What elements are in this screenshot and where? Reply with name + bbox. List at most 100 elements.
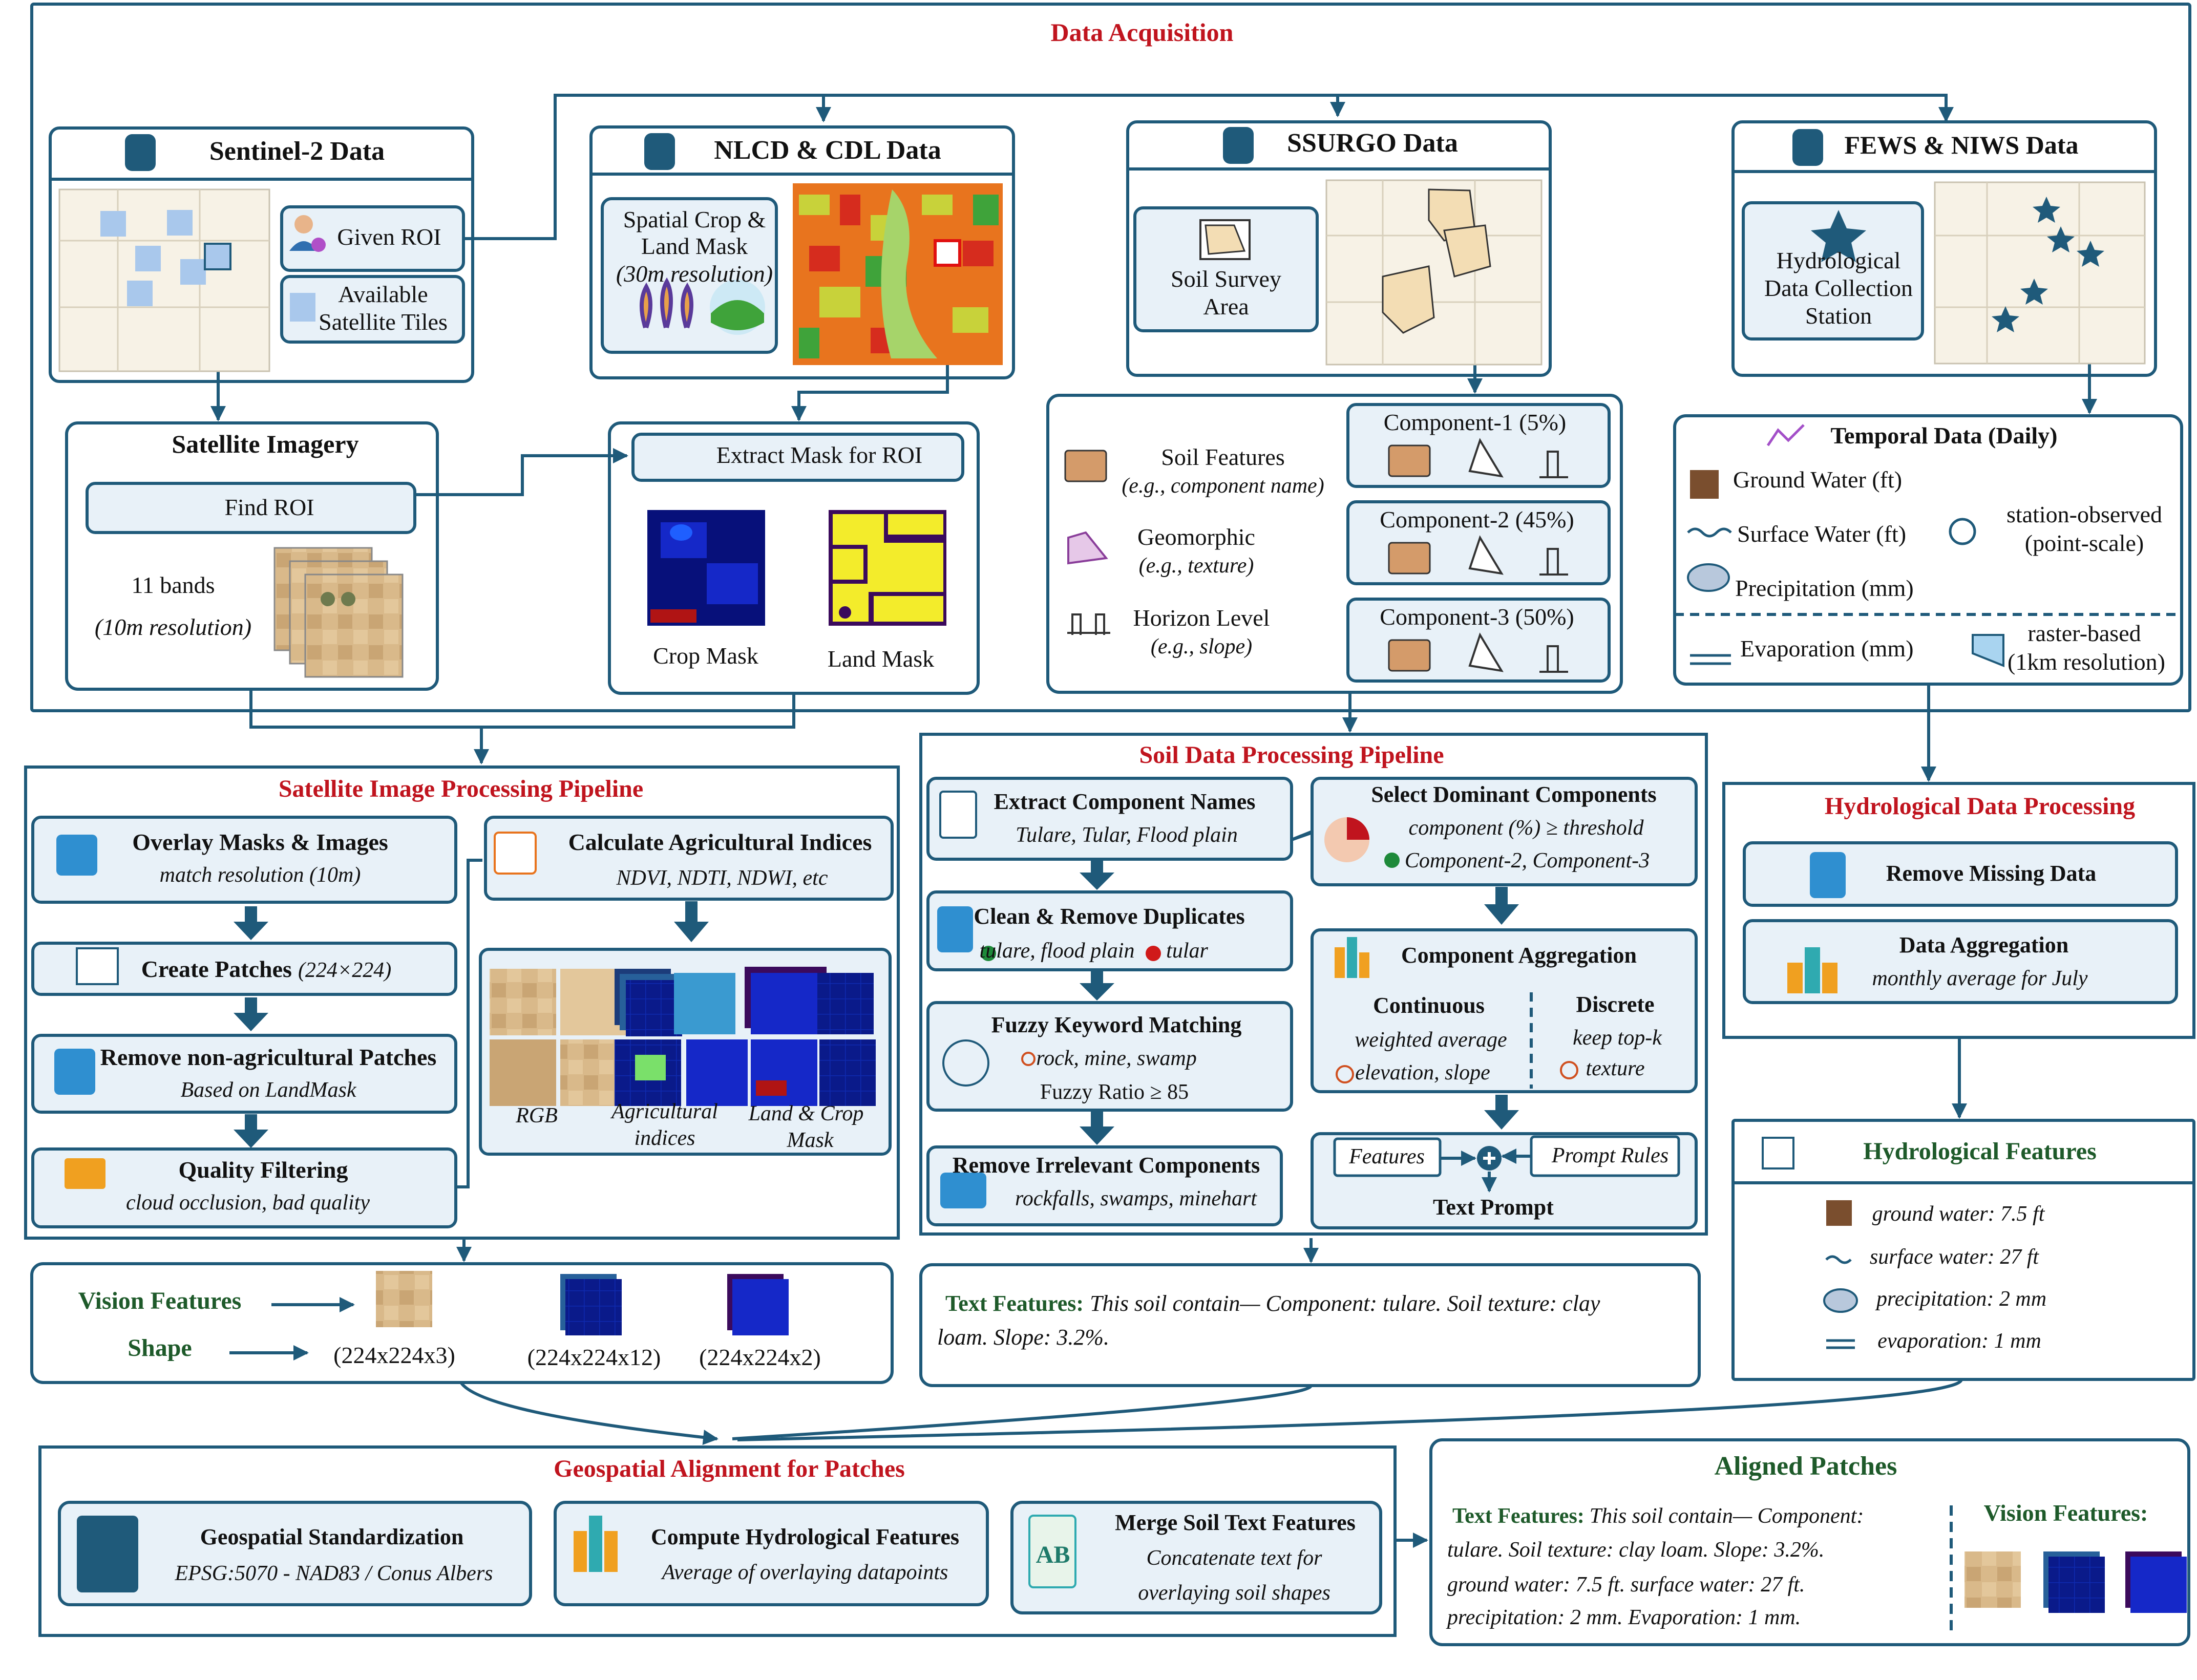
agri-label-2: indices: [635, 1126, 695, 1150]
pr-label: Precipitation (mm): [1735, 575, 1914, 601]
station-label-3: Station: [1805, 303, 1872, 329]
sat-pipeline-title: Satellite Image Processing Pipeline: [279, 775, 643, 802]
rgb-label: RGB: [515, 1104, 558, 1128]
soil-features-eg: (e.g., component name): [1122, 474, 1324, 498]
geo-merge-label: Merge Soil Text Features: [1115, 1510, 1356, 1535]
fuzzy-sub-2: Fuzzy Ratio ≥ 85: [1040, 1080, 1189, 1104]
nlcd-title: NLCD & CDL Data: [714, 136, 941, 165]
station-label-1: Hydrological: [1777, 247, 1901, 273]
satellite-image-stack: [273, 547, 404, 678]
station-observed: station-observed: [2006, 501, 2162, 527]
clean-ok: tulare, flood plain: [980, 939, 1135, 963]
extract-sub: Tulare, Tular, Flood plain: [1016, 823, 1238, 847]
aligned-text-l1: Text Features: This soil contain— Compone…: [1452, 1504, 1864, 1528]
nlcd-line3: (30m resolution): [616, 261, 773, 287]
shape-rgb: (224x224x3): [333, 1342, 455, 1368]
fuzzy-sub-1: rock, mine, swamp: [1036, 1047, 1196, 1070]
hydro-agg-label: Data Aggregation: [1899, 932, 2068, 958]
shape-label: Shape: [128, 1334, 192, 1362]
shape-indices: (224x224x12): [527, 1344, 661, 1370]
component-icons: [1388, 438, 1568, 673]
agricultural-indices-patches: [615, 969, 748, 1106]
lc-label-1: Land & Crop: [748, 1102, 864, 1125]
indices-label: Calculate Agricultural Indices: [568, 829, 872, 855]
crop-icon: [640, 277, 693, 329]
extract-label: Extract Component Names: [994, 789, 1256, 814]
aligned-vision-label: Vision Features:: [1984, 1500, 2148, 1526]
hf-sw: surface water: 27 ft: [1870, 1245, 2039, 1269]
irrelevant-sub: rockfalls, swamps, minehart: [1015, 1187, 1257, 1210]
vision-thumbnails: [376, 1271, 2187, 1613]
status-icons: [981, 853, 1578, 1083]
dominant-sub-2: Component-2, Component-3: [1405, 849, 1650, 873]
features-label: Features: [1348, 1145, 1425, 1168]
tiles-label-2: Satellite Tiles: [319, 309, 448, 335]
given-roi-label: Given ROI: [337, 224, 441, 250]
quality-label: Quality Filtering: [179, 1157, 348, 1183]
text-features-line2: loam. Slope: 3.2%.: [937, 1325, 1109, 1350]
sentinel-roi-map: [58, 188, 270, 372]
aligned-text-l2: tulare. Soil texture: clay loam. Slope: …: [1447, 1538, 1824, 1562]
hydro-pipeline-title: Hydrological Data Processing: [1825, 793, 2135, 820]
geo-merge-sub-2: overlaying soil shapes: [1138, 1581, 1330, 1605]
tile-swatch: [290, 293, 315, 322]
fews-title: FEWS & NIWS Data: [1845, 131, 2079, 159]
soil-area-2: Area: [1203, 293, 1249, 320]
extract-mask-box: [608, 421, 980, 695]
nlcd-line1: Spatial Crop &: [623, 206, 766, 232]
aligned-patches-frame: [1429, 1438, 2190, 1646]
geomorphic-label: Geomorphic: [1137, 524, 1255, 550]
ev-label: Evaporation (mm): [1740, 635, 1914, 662]
remove-patches-sub: Based on LandMask: [181, 1078, 357, 1102]
agri-label-1: Agricultural: [610, 1100, 718, 1123]
component-3-label: Component-3 (50%): [1380, 604, 1574, 630]
prompt-rules-label: Prompt Rules: [1551, 1144, 1668, 1167]
discrete-sub-1: keep top-k: [1573, 1026, 1662, 1050]
temporal-icons: [1687, 424, 2004, 667]
continuous-label: Continuous: [1373, 993, 1485, 1018]
station-label-2: Data Collection: [1764, 275, 1913, 301]
text-prompt-label: Text Prompt: [1433, 1195, 1554, 1220]
nlcd-line2: Land Mask: [641, 233, 748, 259]
geo-title: Geospatial Alignment for Patches: [554, 1455, 905, 1482]
dominant-label: Select Dominant Components: [1371, 782, 1656, 807]
continuous-sub-1: weighted average: [1355, 1028, 1507, 1052]
station-star-icon: [1811, 197, 2104, 332]
raster-based: raster-based: [2027, 620, 2141, 646]
vision-features-label: Vision Features: [78, 1287, 242, 1314]
discrete-label: Discrete: [1576, 992, 1654, 1017]
acquisition-title: Data Acquisition: [1050, 18, 1233, 47]
soil-feature-icons: [1064, 450, 1110, 635]
land-crop-mask-patches: [745, 967, 876, 1106]
clean-label: Clean & Remove Duplicates: [974, 904, 1244, 929]
geomorphic-eg: (e.g., texture): [1139, 554, 1254, 578]
pipeline-icons: [54, 791, 1858, 1592]
crop-mask-image: [647, 510, 765, 626]
soil-area-icon: [1199, 219, 1251, 260]
bands-label: 11 bands: [131, 572, 215, 598]
aligned-text-l4: precipitation: 2 mm. Evaporation: 1 mm.: [1446, 1606, 1801, 1629]
hydro-features-frame: [1731, 1119, 2195, 1381]
overlay-sub: match resolution (10m): [160, 863, 361, 887]
hf-ev: evaporation: 1 mm: [1877, 1329, 2041, 1353]
extract-mask-title: Extract Mask for ROI: [716, 442, 922, 468]
point-scale: (point-scale): [2025, 530, 2144, 556]
aligned-text-l3: ground water: 7.5 ft. surface water: 27 …: [1447, 1573, 1805, 1597]
ssurgo-soil-map: [1325, 179, 1543, 366]
component-2-label: Component-2 (45%): [1380, 506, 1574, 533]
gw-label: Ground Water (ft): [1733, 466, 1902, 493]
nlcd-box: [589, 125, 1015, 379]
quality-sub: cloud occlusion, bad quality: [126, 1191, 370, 1215]
shape-mask: (224x224x2): [699, 1344, 821, 1370]
component-1-label: Component-1 (5%): [1384, 409, 1566, 435]
sentinel-box: [49, 126, 474, 383]
hf-gw: ground water: 7.5 ft: [1872, 1202, 2045, 1226]
geo-std-label: Geospatial Standardization: [200, 1524, 464, 1549]
land-mask-label: Land Mask: [828, 646, 934, 672]
soil-pipeline-frame: [919, 733, 1708, 1236]
sentinel-title: Sentinel-2 Data: [209, 137, 385, 166]
aggregation-label: Component Aggregation: [1401, 943, 1637, 968]
geo-hyd-label: Compute Hydrological Features: [651, 1524, 959, 1549]
clean-bad: tular: [1166, 939, 1208, 963]
